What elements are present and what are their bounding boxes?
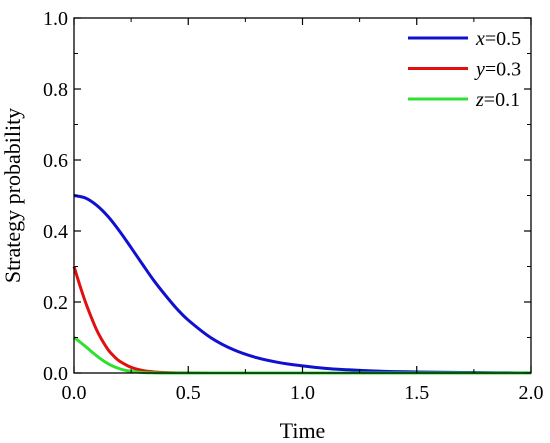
x-tick-label: 2.0	[519, 382, 544, 404]
series-line-y	[72, 266, 531, 375]
series-layer	[72, 194, 532, 375]
tick-labels: 0.0 0.5 1.0 1.5 2.0 0.0 0.2 0.4 0.6 0.8 1.0	[43, 8, 544, 404]
legend-label-x: x=0.5	[475, 28, 521, 50]
series-line-x	[73, 194, 532, 375]
legend-label-z: z=0.1	[475, 89, 520, 111]
y-tick-label: 0.8	[43, 79, 68, 101]
y-tick-label: 1.0	[43, 8, 68, 30]
y-tick-label: 0.6	[43, 150, 68, 172]
axis-ticks	[73, 17, 532, 374]
x-tick-label: 1.0	[290, 382, 315, 404]
legend-variable: z	[475, 89, 484, 111]
y-tick-label: 0.2	[43, 292, 68, 314]
legend-value: =0.3	[485, 59, 521, 81]
plot-frame	[73, 17, 532, 374]
y-axis-title: Strategy probability	[0, 108, 25, 283]
legend-variable: x	[475, 28, 485, 50]
legend-variable: y	[474, 59, 485, 81]
legend: x=0.5y=0.3z=0.1	[408, 28, 521, 111]
x-axis-title: Time	[280, 418, 326, 443]
legend-label-y: y=0.3	[474, 59, 521, 81]
y-tick-label: 0.0	[43, 363, 68, 385]
x-tick-label: 0.0	[62, 382, 87, 404]
legend-value: =0.1	[484, 89, 520, 111]
x-tick-label: 0.5	[176, 382, 201, 404]
legend-value: =0.5	[485, 28, 521, 50]
y-tick-label: 0.4	[43, 221, 68, 243]
x-tick-label: 1.5	[404, 382, 429, 404]
